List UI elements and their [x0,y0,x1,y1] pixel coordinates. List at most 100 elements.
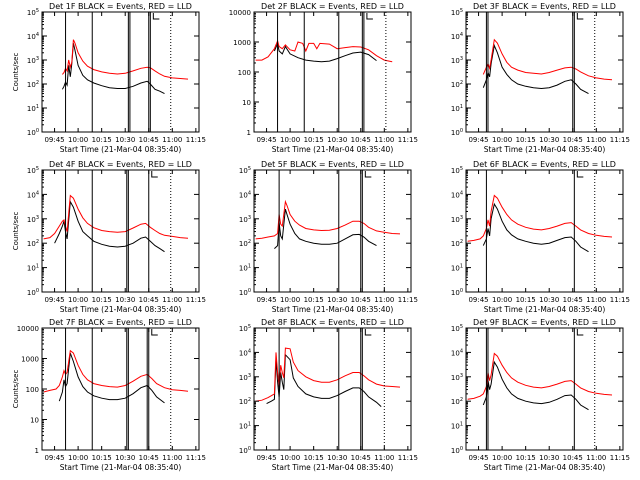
y-tick-exponent: 4 [248,348,251,354]
corner-bracket-mark [151,171,158,178]
x-tick-label: 10:15 [516,136,536,144]
x-tick-label: 10:45 [351,296,371,304]
y-tick-label: 105 [239,324,251,333]
y-tick-label: 105 [451,324,463,333]
x-tick-label: 09:45 [468,136,488,144]
series-line-events [54,200,165,253]
y-tick-label: 103 [451,56,463,65]
x-tick-label: 11:15 [610,136,630,144]
x-tick-label: 11:00 [162,296,182,304]
x-tick-label: 09:45 [44,454,64,462]
corner-bracket-mark [364,171,372,178]
y-tick-exponent: 0 [248,288,251,294]
x-tick-label: 09:45 [256,136,276,144]
y-tick-label: 1 [247,129,251,137]
y-tick-label: 100 [238,69,251,77]
y-tick-label: 103 [239,215,251,224]
plot-frame [253,169,412,293]
plot-frame [465,11,624,133]
y-tick-label: 102 [27,80,39,89]
chart-title: Det 5F BLACK = Events, RED = LLD [261,160,404,169]
x-tick-label: 10:00 [280,136,300,144]
x-axis-label: Start Time (21-Mar-04 08:35:40) [60,145,182,154]
x-tick-label: 09:45 [44,296,64,304]
y-tick-label: 103 [27,215,39,224]
y-tick-exponent: 1 [460,264,463,270]
plot-frame [253,327,412,451]
y-tick-label: 101 [451,264,463,273]
y-tick-exponent: 1 [36,104,39,110]
x-tick-label: 10:45 [139,454,159,462]
series-line-lld [62,39,189,80]
y-tick-exponent: 0 [460,288,463,294]
series-line-lld [255,347,401,402]
corner-bracket-mark [576,13,584,20]
y-tick-label: 102 [239,239,251,248]
y-tick-label: 100 [451,128,463,137]
x-tick-label: 10:45 [563,296,583,304]
x-tick-label: 10:45 [139,136,159,144]
y-tick-label: 104 [451,190,463,199]
x-tick-label: 10:45 [351,136,371,144]
corner-bracket-mark [576,171,584,178]
x-axis-label: Start Time (21-Mar-04 08:35:40) [60,463,182,472]
x-tick-label: 11:15 [610,296,630,304]
x-axis-label: Start Time (21-Mar-04 08:35:40) [484,145,606,154]
y-tick-exponent: 3 [248,215,251,221]
y-tick-label: 102 [239,397,251,406]
y-tick-label: 105 [451,166,463,175]
x-tick-label: 10:15 [516,296,536,304]
y-tick-exponent: 4 [36,32,39,38]
x-tick-label: 10:00 [68,454,88,462]
y-tick-label: 104 [451,32,463,41]
y-tick-label: 100 [239,288,251,297]
y-tick-label: 102 [27,239,39,248]
x-tick-label: 10:45 [563,136,583,144]
x-tick-label: 11:00 [374,454,394,462]
series-line-events [61,43,165,95]
y-tick-exponent: 0 [460,128,463,134]
y-tick-label: 103 [451,373,463,382]
corner-bracket-mark [576,329,584,336]
x-tick-label: 10:15 [92,296,112,304]
series-line-events [482,360,589,411]
x-tick-label: 11:15 [398,454,418,462]
series-line-events [266,353,382,407]
chart-title: Det 9F BLACK = Events, RED = LLD [473,318,616,327]
y-axis-label: Counts/sec [12,212,20,251]
y-tick-exponent: 4 [460,190,463,196]
y-tick-exponent: 0 [248,446,251,452]
y-tick-exponent: 3 [460,56,463,62]
x-tick-label: 10:00 [280,454,300,462]
x-tick-label: 10:00 [280,296,300,304]
x-axis-label: Start Time (21-Mar-04 08:35:40) [484,305,606,314]
x-tick-label: 10:00 [492,136,512,144]
y-tick-label: 105 [27,8,39,17]
x-axis-label: Start Time (21-Mar-04 08:35:40) [272,305,394,314]
x-tick-label: 11:00 [586,454,606,462]
y-tick-label: 104 [239,190,251,199]
series-line-lld [255,199,401,240]
x-tick-label: 11:15 [398,136,418,144]
y-tick-exponent: 4 [248,190,251,196]
y-tick-label: 100 [451,446,463,455]
y-tick-label: 101 [27,104,39,113]
y-tick-label: 102 [451,80,463,89]
y-tick-exponent: 1 [460,104,463,110]
y-tick-label: 100 [451,288,463,297]
x-tick-label: 10:30 [327,454,347,462]
y-tick-label: 105 [27,166,39,175]
y-tick-label: 103 [239,373,251,382]
y-axis-label: Counts/sec [12,370,20,409]
chart-title: Det 3F BLACK = Events, RED = LLD [473,2,616,11]
x-tick-label: 10:30 [539,136,559,144]
y-tick-label: 1000 [233,39,251,47]
y-tick-exponent: 5 [36,166,39,172]
y-tick-exponent: 5 [460,166,463,172]
x-tick-label: 11:15 [186,136,206,144]
series-line-lld [467,194,613,242]
x-tick-label: 10:15 [92,136,112,144]
x-tick-label: 09:45 [468,454,488,462]
plot-frame [41,11,200,133]
